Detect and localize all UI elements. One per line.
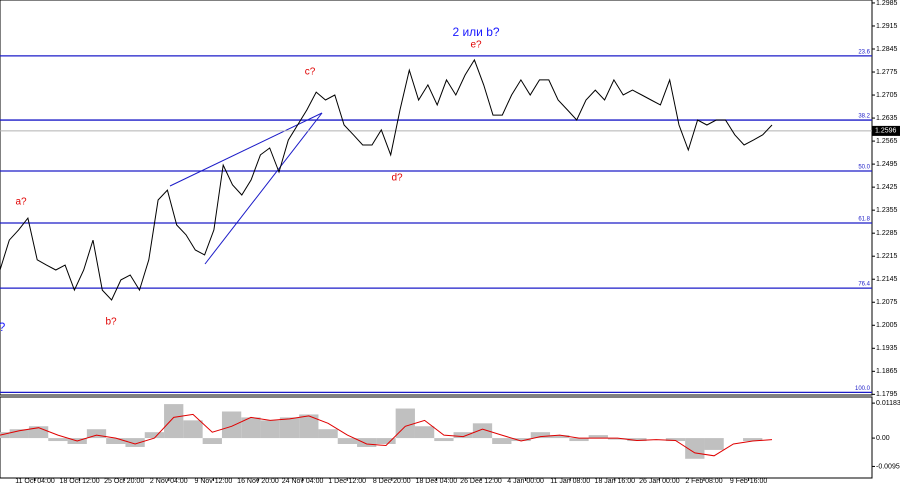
y-tick-label: 1.1935 — [876, 345, 898, 352]
y-tick-label: 1.2775 — [876, 69, 898, 76]
histogram-bar — [299, 414, 319, 439]
histogram-bar — [241, 417, 261, 439]
histogram-bar — [86, 429, 107, 439]
x-tick-label: 26 Jan 00:00 — [639, 478, 680, 485]
histogram-bar — [318, 429, 338, 439]
fib-label: 100.0 — [855, 386, 871, 392]
x-tick-label: 11 Jan 08:00 — [550, 478, 590, 485]
histogram-bar — [28, 426, 49, 439]
y-tick-label: 1.2215 — [876, 253, 898, 260]
x-tick-label: 26 Dec 12:00 — [460, 478, 502, 485]
histogram-bar — [125, 438, 145, 447]
histogram-bar — [164, 404, 184, 439]
annotation: e? — [470, 40, 482, 51]
price-pane — [0, 0, 873, 396]
x-tick-label: 4 Jan 00:00 — [507, 478, 544, 485]
histogram-bar — [453, 432, 473, 439]
y-tick-label: 1.2285 — [876, 230, 898, 237]
annotation: a? — [15, 197, 27, 208]
histogram-bar — [221, 411, 242, 439]
histogram-bar — [472, 423, 493, 439]
histogram-bar — [202, 438, 222, 445]
histogram-bar — [704, 438, 724, 450]
histogram-bar — [48, 438, 68, 442]
x-tick-label: 16 Nov 20:00 — [237, 478, 279, 485]
histogram-bar — [743, 438, 763, 442]
histogram-bar — [665, 438, 686, 442]
x-tick-label: 1 Dec 12:00 — [328, 478, 366, 485]
y-tick-label: 1.2425 — [876, 184, 898, 191]
x-tick-label: 8 Dec 20:00 — [373, 478, 411, 485]
histogram-bar — [569, 438, 589, 442]
y-tick-label: 1.2355 — [876, 207, 898, 214]
histogram-bar — [0, 432, 10, 439]
annotation: b? — [105, 317, 117, 328]
x-tick-label: 25 Oct 20:00 — [104, 478, 144, 485]
y-tick-label: -0.00959 — [876, 463, 900, 470]
y-tick-label: 1.2005 — [876, 322, 898, 329]
y-tick-label: 1.1795 — [876, 391, 898, 398]
annotation: ? — [0, 320, 6, 334]
y-tick-label: 1.2985 — [876, 0, 898, 7]
current-price-box — [872, 125, 900, 136]
y-tick-label: 1.2635 — [876, 115, 898, 122]
x-tick-label: 18 Jan 16:00 — [595, 478, 636, 485]
histogram-bar — [530, 432, 551, 439]
y-tick-label: 0.01183 — [876, 400, 900, 407]
histogram-bar — [106, 438, 126, 445]
x-tick-label: 18 Oct 12:00 — [60, 478, 100, 485]
x-tick-label: 11 Oct 04:00 — [15, 478, 55, 485]
histogram-bar — [144, 432, 165, 439]
histogram-bar — [279, 417, 300, 439]
histogram-bar — [376, 438, 396, 445]
histogram-bar — [627, 438, 647, 442]
annotation: d? — [391, 173, 403, 184]
histogram-bar — [588, 435, 608, 439]
trend-line — [169, 112, 323, 187]
histogram-bar — [550, 435, 570, 439]
fib-label: 38.2 — [858, 114, 870, 120]
histogram-bar — [260, 420, 280, 439]
annotation: c? — [305, 67, 316, 78]
histogram-bar — [183, 420, 203, 439]
histogram-bar — [434, 438, 454, 442]
y-tick-label: 1.2915 — [876, 23, 898, 30]
x-tick-label: 9 Nov 12:00 — [195, 478, 233, 485]
histogram-bar — [492, 438, 512, 445]
y-tick-label: 1.2565 — [876, 138, 898, 145]
y-tick-label: 1.2845 — [876, 46, 898, 53]
fib-label: 76.4 — [858, 282, 870, 288]
y-tick-label: 0.00 — [876, 435, 890, 442]
histogram-bar — [511, 438, 531, 442]
y-tick-label: 1.2075 — [876, 299, 898, 306]
current-price-label: 1.2596 — [875, 128, 897, 135]
y-tick-label: 1.2495 — [876, 161, 898, 168]
x-tick-label: 2 Feb 08:00 — [685, 478, 722, 485]
histogram-bar — [414, 426, 435, 439]
signal-line — [0, 413, 773, 457]
y-tick-label: 1.2705 — [876, 92, 898, 99]
x-tick-label: 24 Nov 04:00 — [282, 478, 324, 485]
y-tick-label: 1.1865 — [876, 368, 898, 375]
x-tick-label: 2 Nov 04:00 — [150, 478, 188, 485]
x-tick-label: 18 Dec 04:00 — [416, 478, 458, 485]
y-tick-label: 1.2145 — [876, 276, 898, 283]
histogram-bar — [337, 438, 358, 445]
histogram-bar — [607, 438, 628, 440]
fib-label: 23.6 — [858, 49, 870, 55]
oscillator-pane — [0, 396, 873, 479]
x-tick-label: 9 Feb 16:00 — [730, 478, 767, 485]
fib-label: 50.0 — [858, 165, 870, 171]
annotation: 2 или b? — [452, 25, 499, 39]
trend-line — [204, 112, 323, 265]
fib-label: 61.8 — [858, 217, 870, 223]
histogram-bar — [357, 438, 377, 447]
price-line — [0, 58, 773, 301]
histogram-bar — [9, 429, 29, 439]
